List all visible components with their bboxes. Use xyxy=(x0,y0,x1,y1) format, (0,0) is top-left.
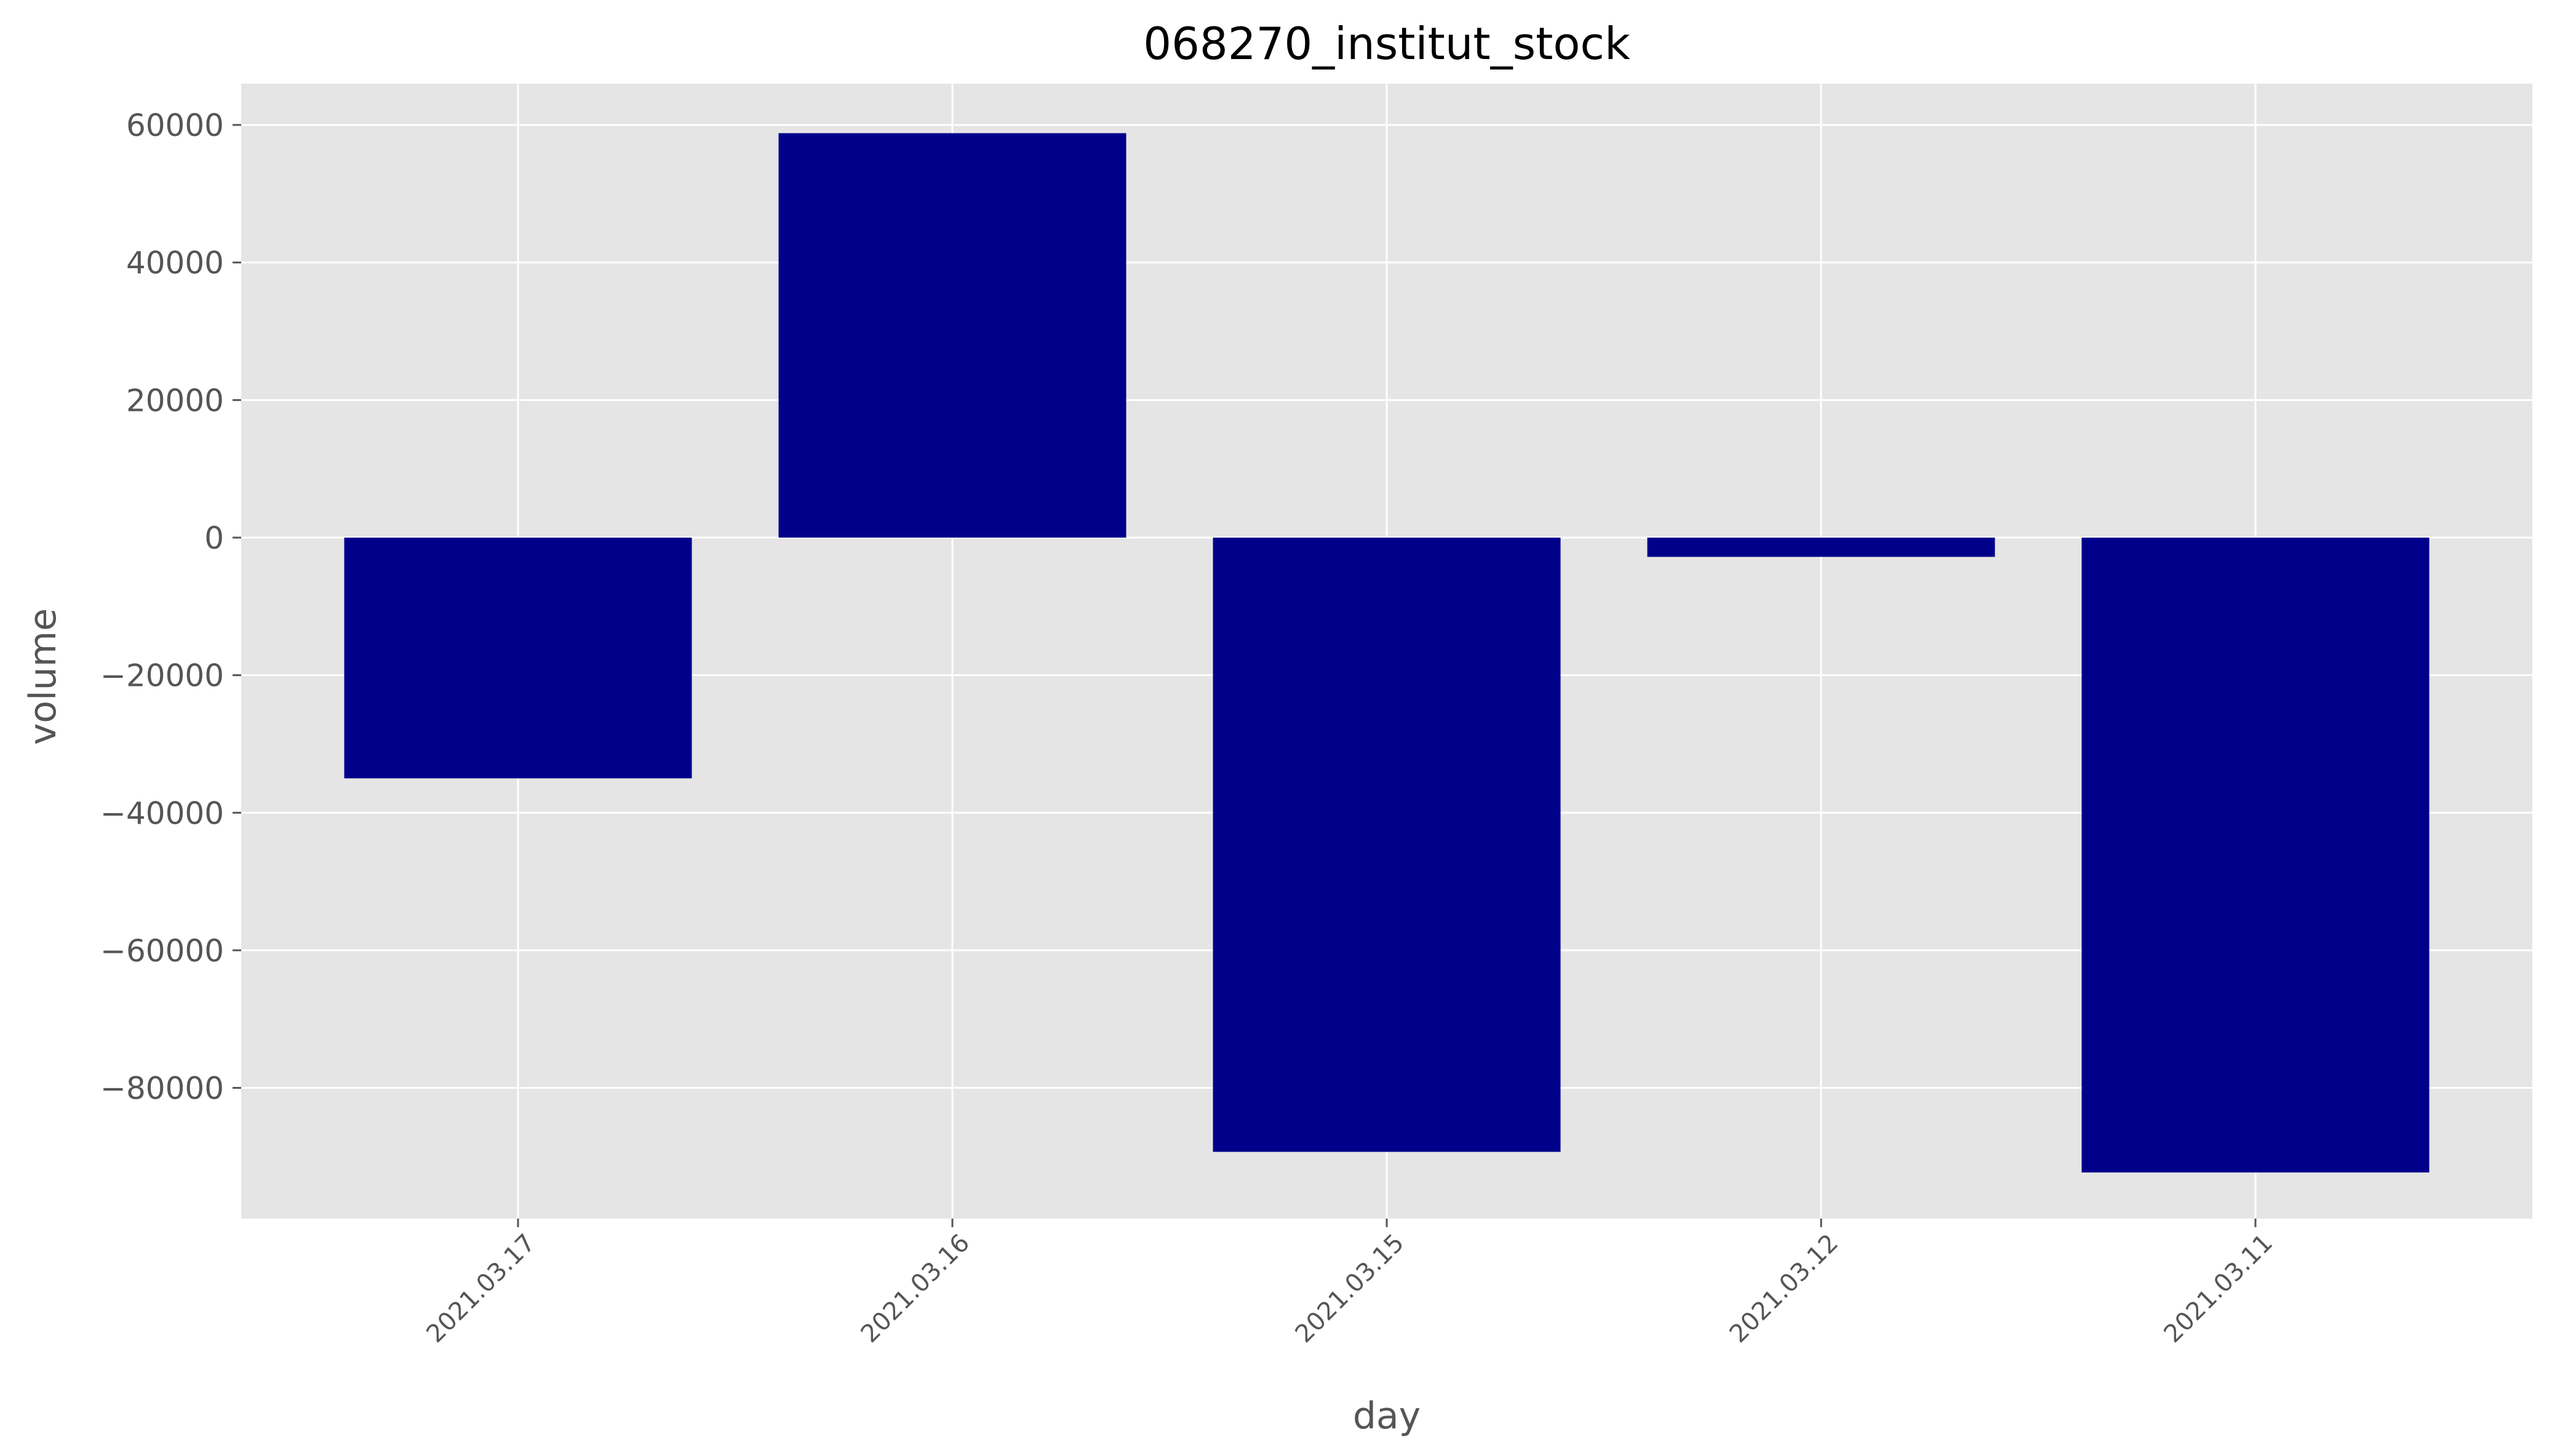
x-axis: 2021.03.17 2021.03.16 2021.03.15 2021.03.12… xyxy=(421,1219,2278,1348)
bar-2021.03.12 xyxy=(1647,538,1995,557)
x-tick-label: 2021.03.16 xyxy=(856,1229,975,1348)
bar-2021.03.11 xyxy=(2081,538,2430,1173)
bar-2021.03.15 xyxy=(1213,538,1561,1152)
bar-2021.03.16 xyxy=(778,133,1126,538)
y-axis-label: volume xyxy=(22,608,65,745)
y-axis: 60000 40000 20000 0 −20000 −40000 −60000 −80000 xyxy=(100,108,241,1107)
y-tick-label: −80000 xyxy=(100,1071,224,1107)
bars xyxy=(344,133,2430,1173)
y-tick-label: 60000 xyxy=(126,108,224,143)
bar-2021.03.17 xyxy=(344,538,692,779)
x-tick-label: 2021.03.11 xyxy=(2159,1229,2278,1348)
y-tick-label: −40000 xyxy=(100,795,224,831)
y-tick-label: 20000 xyxy=(126,383,224,418)
chart-title: 068270_institut_stock xyxy=(1143,18,1630,70)
x-tick-label: 2021.03.15 xyxy=(1290,1229,1410,1348)
y-tick-label: 0 xyxy=(204,520,224,556)
y-tick-label: 40000 xyxy=(126,245,224,281)
y-tick-label: −60000 xyxy=(100,933,224,969)
x-axis-label: day xyxy=(1353,1394,1421,1438)
x-tick-label: 2021.03.17 xyxy=(421,1229,541,1348)
x-tick-label: 2021.03.12 xyxy=(1725,1229,1844,1348)
y-tick-label: −20000 xyxy=(100,658,224,694)
